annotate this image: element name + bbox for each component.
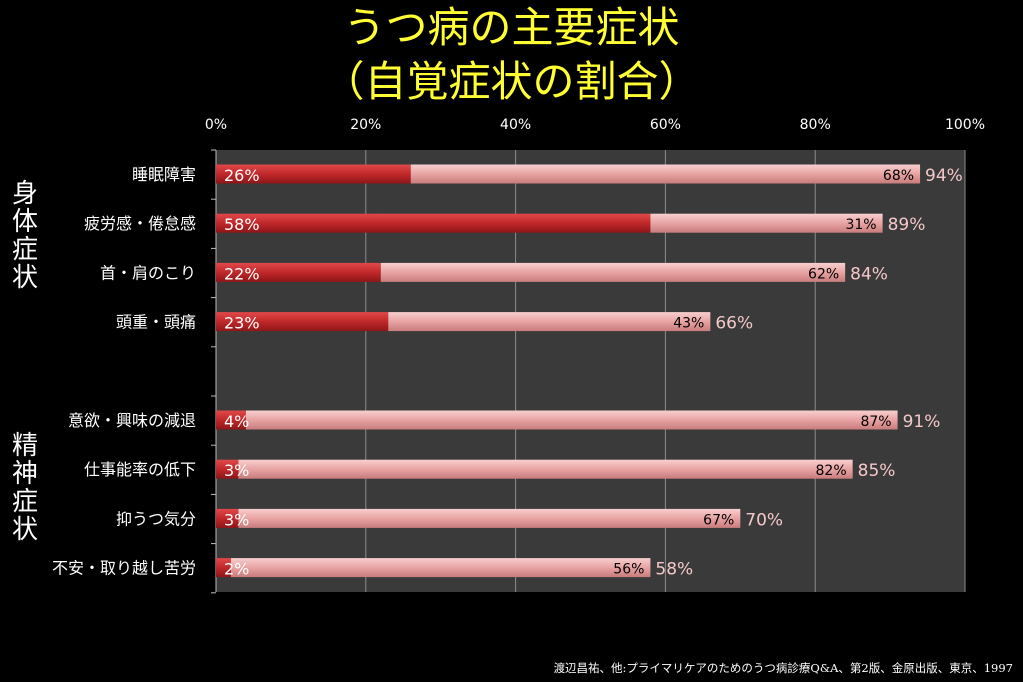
group-label-physical: 身体症状 [8, 180, 42, 292]
bar-segment-dark [216, 410, 246, 430]
data-label-dark: 4% [224, 412, 249, 431]
group-label-char: 症 [11, 235, 38, 265]
x-tick-label: 80% [800, 117, 831, 133]
data-label-light: 87% [860, 414, 891, 430]
group-label-mental: 精神症状 [8, 432, 42, 544]
data-label-dark: 23% [224, 314, 260, 333]
data-label-total: 84% [850, 264, 888, 284]
data-label-total: 94% [925, 166, 963, 186]
bar-segment-light [230, 558, 651, 578]
data-label-total: 85% [858, 461, 896, 481]
group-label-char: 症 [11, 487, 38, 517]
bar-segment-dark [216, 164, 411, 184]
category-label: 意欲・興味の減退 [68, 411, 196, 430]
bar-segment-dark [216, 508, 239, 528]
chart-title-line1: うつ病の主要症状 [343, 3, 680, 52]
x-tick-label: 20% [350, 117, 381, 133]
data-label-total: 91% [903, 412, 941, 432]
bar-segment-light [380, 262, 846, 282]
chart-title-line2: （自覚症状の割合） [322, 57, 701, 106]
data-label-light: 67% [703, 512, 734, 528]
data-label-total: 70% [745, 510, 783, 530]
data-label-dark: 3% [224, 461, 249, 480]
bar-segment-light [410, 164, 921, 184]
category-label: 抑うつ気分 [116, 509, 196, 528]
stacked-bar-chart: 0% 20% 40% 60% 80% 100% 睡眠障害 26% 68% 94% 疲労感・倦怠感 58… [52, 117, 985, 594]
data-label-light: 31% [845, 217, 876, 233]
bar-segment-light [238, 459, 853, 479]
bar-segment-dark [216, 558, 231, 578]
bar-segment-dark [216, 262, 381, 282]
x-tick-label: 40% [500, 117, 531, 133]
data-label-dark: 22% [224, 264, 260, 283]
bar-segment-dark [216, 312, 389, 332]
data-label-dark: 58% [224, 215, 260, 234]
x-tick-label: 60% [650, 117, 681, 133]
category-label: 疲労感・倦怠感 [84, 214, 196, 233]
group-label-char: 神 [11, 459, 38, 489]
data-label-light: 82% [816, 463, 847, 479]
bar-segment-light [238, 508, 741, 528]
category-label: 不安・取り越し苦労 [52, 559, 196, 578]
data-label-light: 56% [613, 562, 644, 578]
data-label-total: 66% [715, 314, 753, 334]
group-label-char: 状 [11, 263, 38, 293]
group-label-char: 状 [11, 515, 38, 545]
group-label-char: 身 [11, 179, 38, 209]
data-label-dark: 3% [224, 510, 249, 529]
data-label-light: 43% [673, 316, 704, 332]
category-label: 首・肩のこり [100, 263, 196, 282]
data-label-light: 62% [808, 266, 839, 282]
bar-segment-light [388, 312, 711, 332]
x-tick-label: 100% [945, 117, 985, 133]
data-label-total: 89% [888, 215, 926, 235]
data-label-dark: 26% [224, 166, 260, 185]
category-label: 仕事能率の低下 [84, 460, 196, 479]
bar-segment-dark [216, 459, 239, 479]
category-label: 睡眠障害 [132, 165, 196, 184]
data-label-light: 68% [883, 168, 914, 184]
data-label-dark: 2% [224, 560, 249, 579]
data-label-total: 58% [655, 560, 693, 580]
group-label-char: 体 [11, 207, 38, 237]
bar-segment-dark [216, 213, 651, 233]
category-label: 頭重・頭痛 [116, 313, 196, 332]
bar-segment-light [650, 213, 883, 233]
group-label-char: 精 [11, 431, 38, 461]
x-tick-label: 0% [205, 117, 227, 133]
bar-segment-light [245, 410, 898, 430]
source-citation: 渡辺昌祐、他:プライマリケアのためのうつ病診療Q&A、第2版、金原出版、東京、1… [553, 661, 1013, 675]
